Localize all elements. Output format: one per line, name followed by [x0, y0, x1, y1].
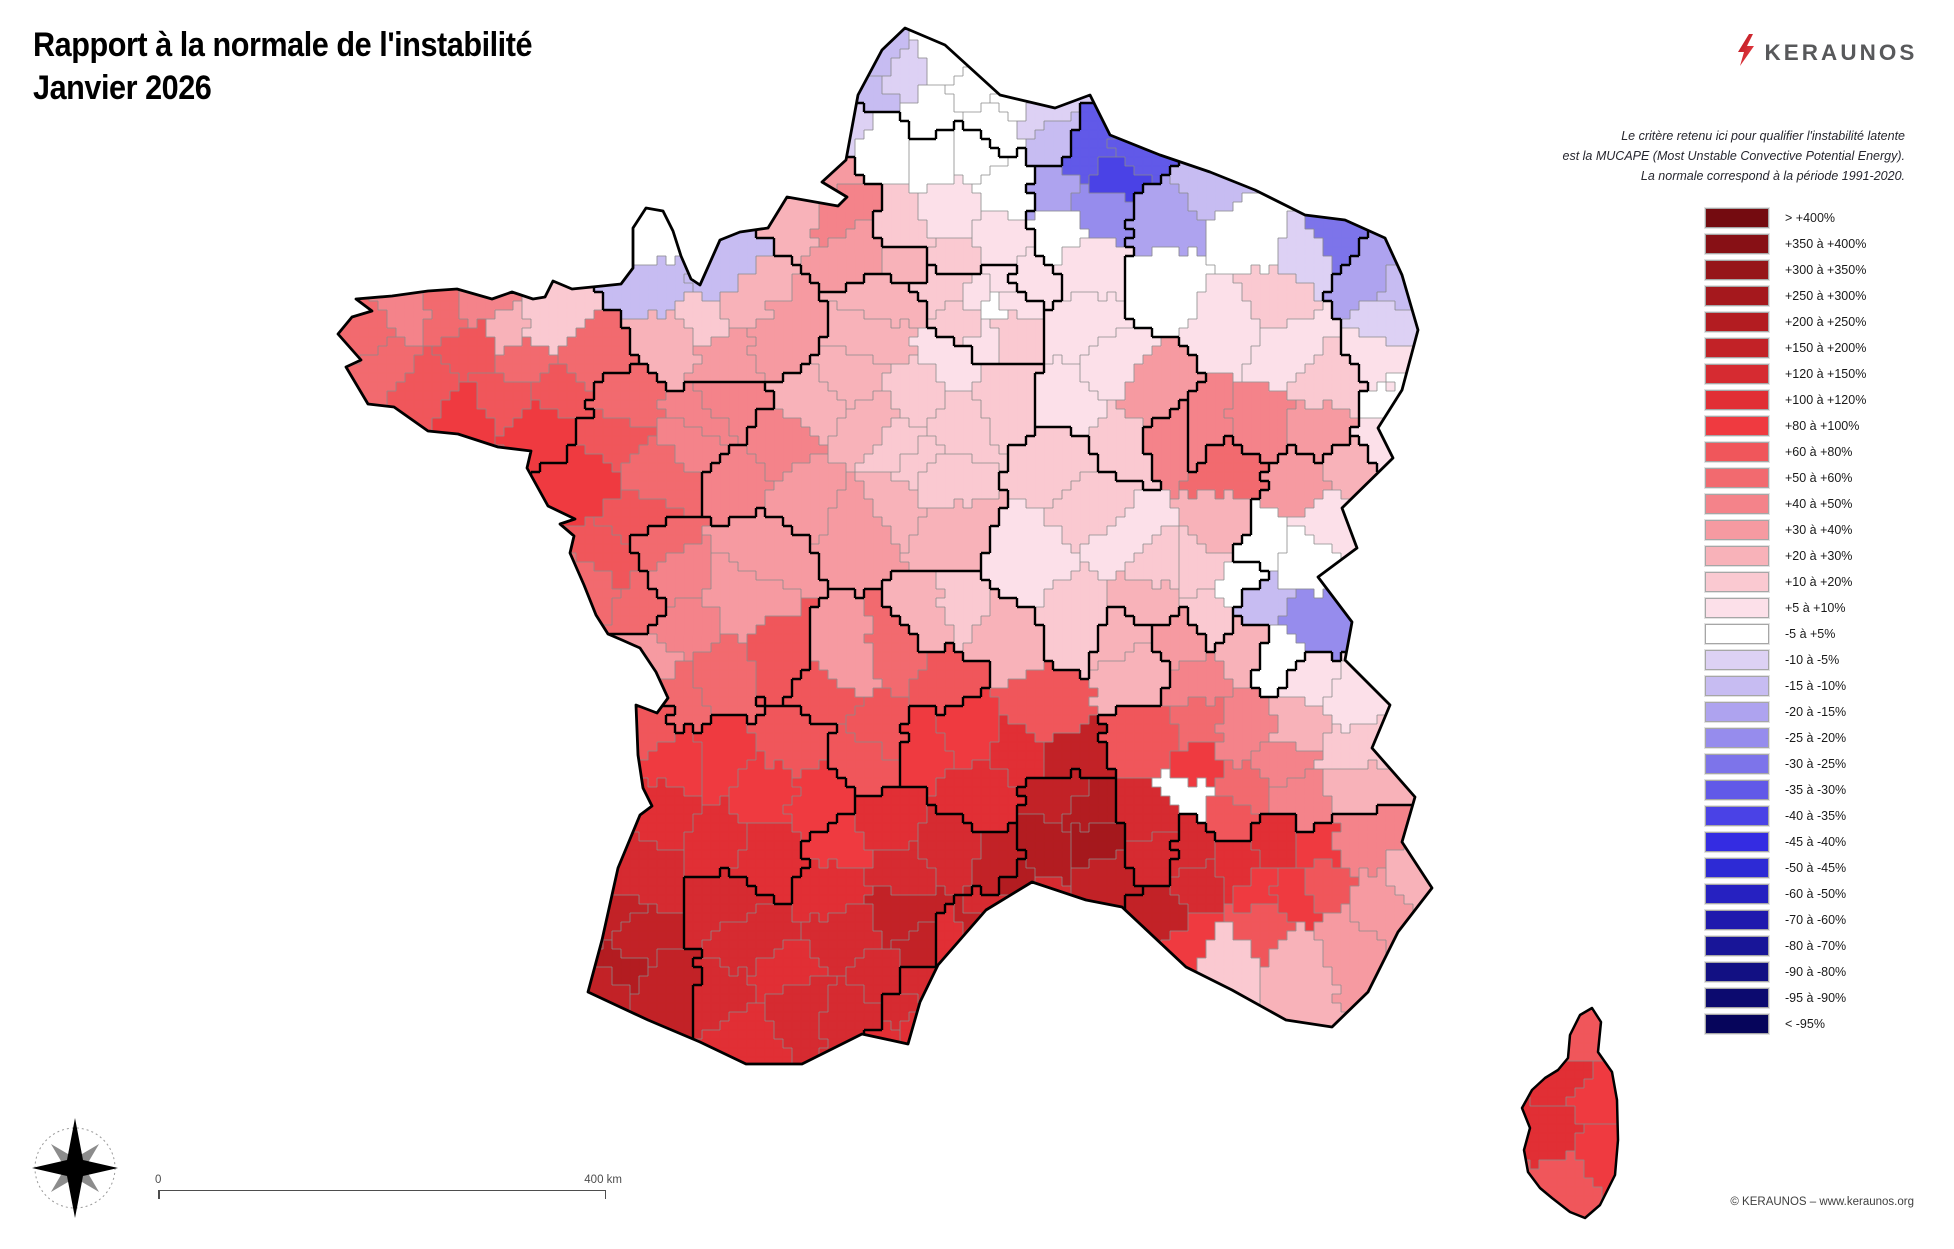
- legend-label: -15 à -10%: [1785, 679, 1847, 693]
- legend-label: +80 à +100%: [1785, 419, 1860, 433]
- legend-label: -30 à -25%: [1785, 757, 1847, 771]
- logo-text: KERAUNOS: [1764, 39, 1918, 65]
- legend-label: +50 à +60%: [1785, 471, 1853, 485]
- scale-bar: 0 400 km: [155, 1174, 622, 1199]
- legend-label: -95 à -90%: [1785, 991, 1847, 1005]
- legend-label: -35 à -30%: [1785, 783, 1847, 797]
- legend-label: +30 à +40%: [1785, 523, 1853, 537]
- legend-swatch: [1705, 442, 1769, 462]
- legend-swatch: [1705, 780, 1769, 800]
- legend-swatch: [1705, 962, 1769, 982]
- compass-rose-icon: [23, 1112, 127, 1229]
- legend-swatch: [1705, 650, 1769, 670]
- legend-swatch: [1705, 754, 1769, 774]
- legend-label: -5 à +5%: [1785, 627, 1836, 641]
- lightning-bolt-icon: [1735, 33, 1757, 72]
- legend-label: +120 à +150%: [1785, 367, 1867, 381]
- legend-label: -50 à -45%: [1785, 861, 1847, 875]
- methodology-note: Le critère retenu ici pour qualifier l'i…: [1563, 126, 1906, 186]
- legend-label: -45 à -40%: [1785, 835, 1847, 849]
- legend-swatch: [1705, 728, 1769, 748]
- note-line: Le critère retenu ici pour qualifier l'i…: [1621, 129, 1905, 143]
- legend-swatch: [1705, 884, 1769, 904]
- legend-label: +350 à +400%: [1785, 237, 1867, 251]
- legend-swatch: [1705, 988, 1769, 1008]
- legend-swatch: [1705, 364, 1769, 384]
- legend-swatch: [1705, 832, 1769, 852]
- legend-swatch: [1705, 1014, 1769, 1034]
- legend-label: +100 à +120%: [1785, 393, 1867, 407]
- scale-line: [158, 1190, 606, 1199]
- keraunos-logo: KERAUNOS: [1735, 33, 1916, 72]
- legend-swatch: [1705, 286, 1769, 306]
- legend-label: +300 à +350%: [1785, 263, 1867, 277]
- legend-label: > +400%: [1785, 211, 1836, 225]
- legend-swatch: [1705, 494, 1769, 514]
- legend-swatch: [1705, 208, 1769, 228]
- title-block: Rapport à la normale de l'instabilité Ja…: [33, 24, 588, 110]
- legend-swatch: [1705, 702, 1769, 722]
- legend-swatch: [1705, 858, 1769, 878]
- page-subtitle: Janvier 2026: [33, 69, 212, 107]
- legend-swatch: [1705, 598, 1769, 618]
- legend-swatch: [1705, 312, 1769, 332]
- legend-label: +10 à +20%: [1785, 575, 1853, 589]
- legend-label: -25 à -20%: [1785, 731, 1847, 745]
- legend-swatch: [1705, 234, 1769, 254]
- legend-swatch: [1705, 624, 1769, 644]
- scale-end-label: 400 km: [584, 1174, 622, 1186]
- corsica-outline: [1520, 1006, 1620, 1220]
- legend-swatch: [1705, 936, 1769, 956]
- legend-swatch: [1705, 520, 1769, 540]
- legend-label: +40 à +50%: [1785, 497, 1853, 511]
- legend-swatch: [1705, 806, 1769, 826]
- legend-swatch: [1705, 572, 1769, 592]
- scale-start-label: 0: [155, 1174, 162, 1186]
- legend-swatch: [1705, 390, 1769, 410]
- legend-label: -40 à -35%: [1785, 809, 1847, 823]
- legend-label: +20 à +30%: [1785, 549, 1853, 563]
- legend-label: -90 à -80%: [1785, 965, 1847, 979]
- legend-label: +60 à +80%: [1785, 445, 1853, 459]
- note-line: est la MUCAPE (Most Unstable Convective …: [1562, 149, 1906, 163]
- legend-label: +250 à +300%: [1785, 289, 1867, 303]
- legend-swatch: [1705, 260, 1769, 280]
- legend-label: -80 à -70%: [1785, 939, 1847, 953]
- legend-swatch: [1705, 416, 1769, 436]
- legend-swatch: [1705, 910, 1769, 930]
- note-line: La normale correspond à la période 1991-…: [1640, 169, 1905, 183]
- mainland-outline: [336, 26, 1434, 1066]
- legend-swatch: [1705, 338, 1769, 358]
- legend-swatch: [1705, 546, 1769, 566]
- legend-label: -70 à -60%: [1785, 913, 1847, 927]
- legend-label: +150 à +200%: [1785, 341, 1867, 355]
- legend-swatch: [1705, 676, 1769, 696]
- legend-label: -10 à -5%: [1785, 653, 1840, 667]
- legend-label: -20 à -15%: [1785, 705, 1847, 719]
- page-title: Rapport à la normale de l'instabilité: [33, 26, 533, 64]
- legend-label: < -95%: [1785, 1017, 1825, 1031]
- legend-swatch: [1705, 468, 1769, 488]
- copyright-text: © KERAUNOS – www.keraunos.org: [1730, 1196, 1914, 1208]
- legend-label: +5 à +10%: [1785, 601, 1846, 615]
- legend-label: -60 à -50%: [1785, 887, 1847, 901]
- legend-label: +200 à +250%: [1785, 315, 1867, 329]
- choropleth-layer: [338, 28, 1618, 1218]
